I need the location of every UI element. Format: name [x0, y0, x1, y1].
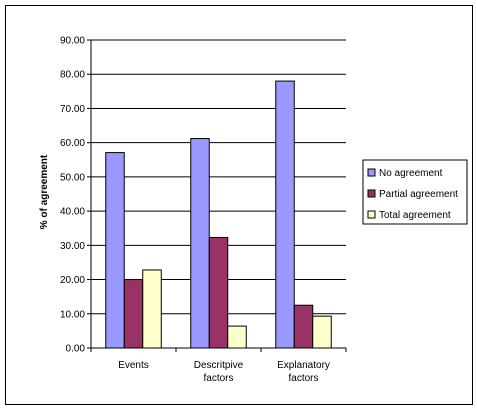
legend-entry: No agreement: [379, 168, 443, 179]
bar-partial-agreement: [293, 304, 314, 349]
bars: [105, 80, 332, 349]
x-tick-label: Explanatory factors: [277, 360, 330, 384]
legend-swatch: [367, 189, 376, 198]
y-tick-label: 10.00: [60, 309, 85, 320]
bar-total-agreement: [312, 315, 332, 349]
legend-entry: Partial agreement: [379, 189, 458, 200]
y-tick-label: 30.00: [60, 241, 85, 252]
y-tick-label: 70.00: [60, 104, 85, 115]
y-tick-label: 60.00: [60, 138, 85, 149]
y-tick-label: 50.00: [60, 172, 85, 183]
y-tick-label: 90.00: [60, 36, 85, 47]
bar-no-agreement: [275, 80, 295, 349]
x-tick-label: Descritpive factors: [194, 360, 244, 384]
bar-partial-agreement: [123, 279, 144, 349]
bar-no-agreement: [105, 152, 125, 349]
legend-box: [362, 159, 468, 225]
bar-total-agreement: [142, 269, 162, 349]
bar-no-agreement: [190, 138, 210, 349]
legend: No agreement Partial agreement Total agree…: [362, 159, 468, 225]
y-axis-label: % of agreement: [39, 154, 50, 229]
legend-entry: Total agreement: [379, 210, 451, 221]
y-tick-label: 80.00: [60, 70, 85, 81]
y-axis-ticks: 0.00 10.00 20.00 30.00 40.00 50.00 60.00 70.00 8…: [60, 36, 91, 355]
bar-total-agreement: [227, 325, 247, 349]
bar-partial-agreement: [208, 236, 229, 349]
axes: [90, 40, 347, 352]
legend-swatch: [367, 168, 376, 177]
y-tick-label: 0.00: [66, 344, 86, 355]
legend-swatch: [367, 210, 376, 219]
y-tick-label: 20.00: [60, 275, 85, 286]
x-tick-label: Events: [118, 360, 149, 371]
y-tick-label: 40.00: [60, 207, 85, 218]
x-axis-labels: Events Descritpive factors Explanatory facto…: [118, 360, 330, 384]
